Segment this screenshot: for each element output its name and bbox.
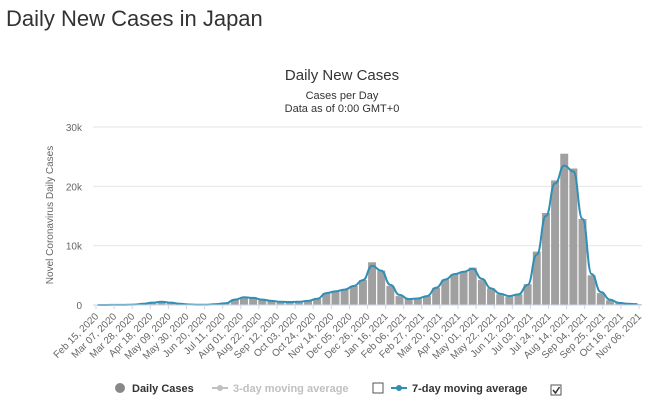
daily-cases-bar <box>304 300 312 305</box>
daily-cases-bar <box>148 302 157 305</box>
daily-cases-bar <box>477 280 486 305</box>
checkbox-7-day-average[interactable] <box>550 384 562 396</box>
legend-item-daily-cases[interactable]: Daily Cases <box>115 383 194 395</box>
daily-cases-bar <box>240 297 248 305</box>
daily-cases-bar <box>413 298 422 305</box>
daily-cases-bar <box>468 267 477 305</box>
legend-label-daily-cases: Daily Cases <box>132 383 194 395</box>
daily-cases-bar <box>349 286 358 305</box>
daily-cases-bar <box>258 299 267 305</box>
daily-cases-bar <box>560 153 569 305</box>
daily-cases-bar <box>267 300 276 305</box>
daily-cases-bar <box>340 289 349 305</box>
chart-subtitle: Cases per Day <box>306 90 379 102</box>
daily-cases-bar <box>615 303 624 305</box>
y-tick-label: 0 <box>76 301 82 312</box>
daily-cases-bar <box>541 213 550 305</box>
checkbox-unchecked-icon[interactable] <box>372 382 384 394</box>
daily-cases-bar <box>249 297 258 305</box>
legend-label-3-day-average: 3-day moving average <box>233 383 349 395</box>
legend-item-3-day-average[interactable]: 3-day moving average <box>212 383 349 395</box>
daily-cases-bar <box>368 262 377 305</box>
y-tick-label: 20k <box>66 182 83 193</box>
checkbox-3-day-average[interactable] <box>372 382 384 394</box>
seven-day-average-marker-icon <box>396 385 402 391</box>
daily-cases-bar <box>276 301 285 305</box>
daily-cases-bar <box>459 271 468 305</box>
daily-cases-bar <box>423 296 431 305</box>
legend-label-7-day-average: 7-day moving average <box>412 383 528 395</box>
chart-subtitle-date: Data as of 0:00 GMT+0 <box>285 103 400 115</box>
daily-cases-marker-icon <box>115 383 125 393</box>
daily-cases-bar <box>157 301 166 305</box>
checkbox-checked-icon[interactable] <box>550 384 562 396</box>
y-axis-label: Novel Coronavirus Daily Cases <box>45 146 56 284</box>
grid-lines <box>93 126 642 247</box>
daily-cases-bar <box>285 302 294 305</box>
daily-cases-bar <box>404 299 413 305</box>
legend: Daily Cases 3-day moving average 7-day m… <box>115 382 562 396</box>
page-title: Daily New Cases in Japan <box>6 6 263 31</box>
daily-cases-bar <box>569 168 578 305</box>
daily-cases-bar <box>432 287 441 305</box>
daily-cases-bar <box>514 294 523 305</box>
daily-cases-bar <box>578 218 587 305</box>
daily-cases-bar <box>487 288 495 305</box>
y-tick-label: 30k <box>66 123 83 134</box>
daily-cases-bar <box>496 294 505 305</box>
daily-cases-bar <box>294 301 303 305</box>
daily-cases-bar <box>450 274 459 305</box>
daily-cases-bar <box>606 300 614 305</box>
daily-cases-bar <box>313 298 322 305</box>
daily-cases-bar <box>395 296 404 305</box>
y-tick-labels: 0 10k 20k 30k <box>66 123 83 312</box>
daily-cases-bar <box>596 293 605 305</box>
daily-cases-bar <box>322 293 331 305</box>
daily-cases-bar <box>532 251 541 305</box>
daily-cases-bar <box>587 275 596 305</box>
y-tick-label: 10k <box>66 242 83 253</box>
daily-cases-bar <box>505 296 514 305</box>
daily-cases-bar <box>386 286 395 305</box>
daily-cases-bar <box>377 270 386 305</box>
checkmark-icon <box>552 386 561 395</box>
daily-cases-bar <box>166 302 175 305</box>
chart-title: Daily New Cases <box>285 67 399 84</box>
three-day-average-marker-icon <box>217 385 223 391</box>
daily-cases-bars <box>102 153 642 305</box>
daily-cases-bar <box>441 279 450 305</box>
daily-cases-bar <box>551 180 560 305</box>
daily-cases-bar <box>523 284 532 305</box>
legend-item-7-day-average[interactable]: 7-day moving average <box>391 383 528 395</box>
daily-cases-bar <box>230 299 239 305</box>
daily-cases-bar <box>331 291 340 305</box>
daily-cases-bar <box>358 280 367 305</box>
